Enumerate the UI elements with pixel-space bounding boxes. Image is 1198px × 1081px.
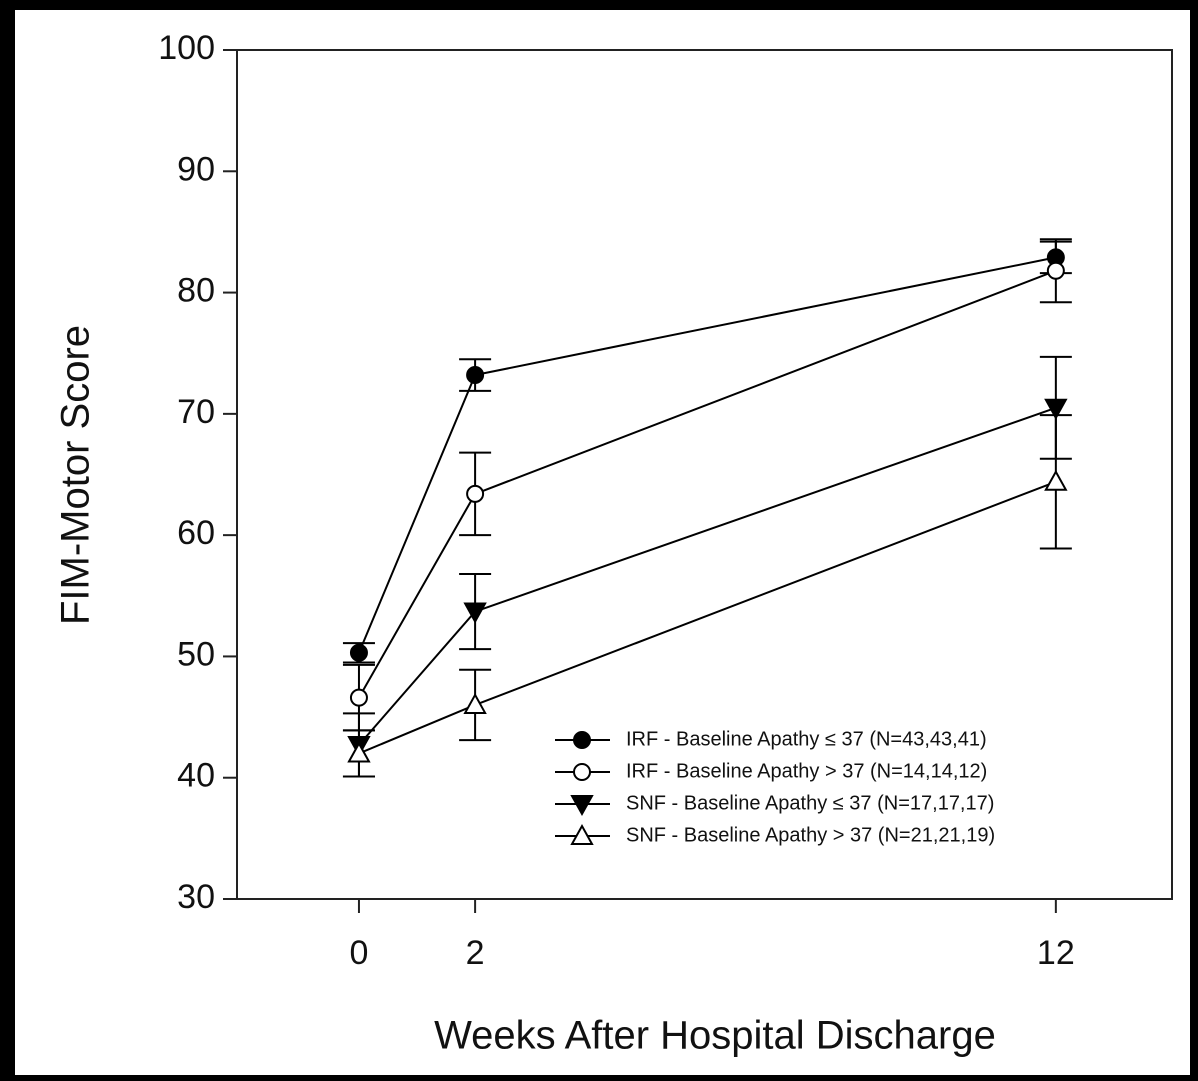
legend-marker [570,795,594,817]
y-tick-label: 100 [158,29,215,67]
y-axis-label: FIM-Motor Score [54,325,98,625]
x-tick-label: 0 [349,934,368,972]
y-tick-label: 40 [177,757,215,795]
data-point [463,692,487,714]
data-point [349,643,368,662]
legend-label: SNF - Baseline Apathy > 37 (N=21,21,19) [626,824,995,846]
y-tick-label: 80 [177,272,215,310]
legend-marker [570,823,594,845]
x-tick-label: 2 [466,934,485,972]
y-tick-label: 50 [177,635,215,673]
y-tick-label: 60 [177,514,215,552]
y-tick-label: 30 [177,878,215,916]
data-point [1046,261,1065,280]
data-point [1044,469,1068,491]
data-point [1044,398,1068,420]
data-point [349,688,368,707]
legend-marker [573,763,591,781]
legend-label: IRF - Baseline Apathy ≤ 37 (N=43,43,41) [626,728,987,750]
background [15,10,1190,1075]
plot-frame [236,49,1173,900]
data-point [466,484,485,503]
data-point [466,366,485,385]
y-tick-label: 70 [177,393,215,431]
x-axis-label: Weeks After Hospital Discharge [434,1014,996,1058]
data-point [463,602,487,624]
data-point [347,741,371,763]
y-tick-label: 90 [177,150,215,188]
legend-label: IRF - Baseline Apathy > 37 (N=14,14,12) [626,760,987,782]
legend-label: SNF - Baseline Apathy ≤ 37 (N=17,17,17) [626,792,994,814]
legend-marker [573,731,591,749]
x-tick-label: 12 [1037,934,1075,972]
